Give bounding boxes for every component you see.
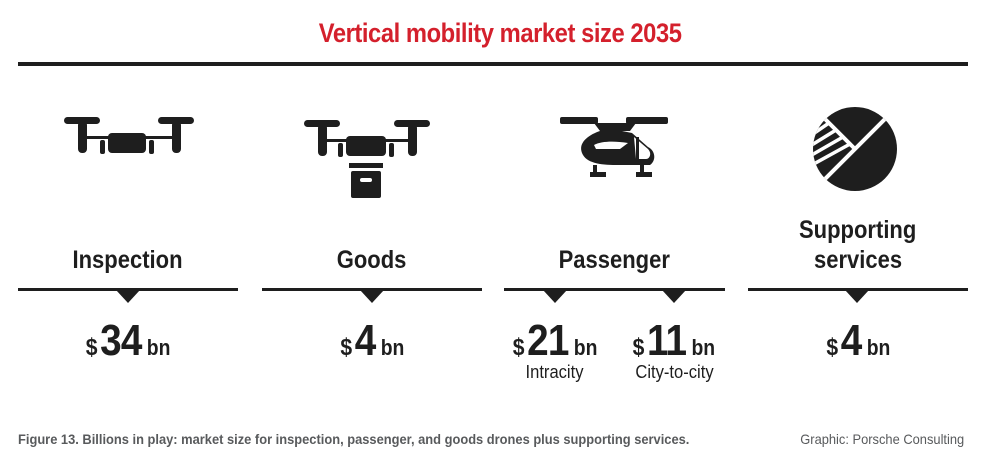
figure-caption-text: Figure 13. Billions in play: market size… [18, 431, 690, 447]
value-amount: 11 [647, 316, 687, 365]
currency-symbol: $ [85, 334, 98, 361]
pointer-triangle [543, 290, 567, 303]
sublabel-text: Intracity [526, 362, 584, 382]
value-inspection: $34 bn [18, 316, 238, 366]
value-passenger-city-to-city: $11 bn [619, 316, 729, 366]
segment-divider-goods [262, 288, 482, 291]
sublabel-text: City-to-city [634, 362, 714, 382]
value-supporting-services: $4 bn [748, 316, 968, 366]
segment-divider-supporting-services [748, 288, 968, 291]
currency-symbol: $ [339, 334, 352, 361]
air-taxi-icon [560, 117, 668, 177]
segment-label-line1: Supporting [799, 216, 917, 244]
currency-symbol: $ [825, 334, 838, 361]
title-divider [18, 62, 968, 66]
page-title-text: Vertical mobility market size 2035 [318, 18, 682, 48]
segment-label-text: Inspection [72, 246, 183, 274]
segment-label-line2: services [813, 246, 903, 274]
page-title: Vertical mobility market size 2035 [0, 18, 1000, 49]
segment-label-inspection: Inspection [18, 245, 238, 275]
graphic-credit: Graphic: Porsche Consulting [786, 431, 964, 447]
value-amount: 21 [527, 316, 569, 365]
value-unit: bn [146, 335, 171, 360]
segment-label-passenger: Passenger [504, 245, 725, 275]
segment-divider-inspection [18, 288, 238, 291]
graphic-credit-text: Graphic: Porsche Consulting [800, 431, 964, 447]
currency-symbol: $ [632, 334, 645, 361]
value-unit: bn [573, 335, 598, 360]
pointer-triangle [360, 290, 384, 303]
segment-divider-passenger [504, 288, 725, 291]
value-unit: bn [691, 335, 716, 360]
value-unit: bn [380, 335, 404, 360]
value-amount: 4 [840, 316, 862, 365]
pie-chart-icon [813, 107, 897, 191]
segment-label-text: Passenger [558, 246, 671, 274]
figure-caption: Figure 13. Billions in play: market size… [18, 431, 748, 447]
pointer-triangle [662, 290, 686, 303]
sublabel-intracity: Intracity [500, 362, 610, 383]
value-unit: bn [866, 335, 890, 360]
pointer-triangle [116, 290, 140, 303]
segment-label-goods: Goods [262, 245, 482, 275]
pointer-triangle [845, 290, 869, 303]
value-amount: 34 [100, 316, 142, 365]
value-amount: 4 [354, 316, 376, 365]
cargo-drone-icon [304, 120, 430, 198]
sublabel-city-to-city: City-to-city [614, 362, 734, 383]
value-goods: $4 bn [262, 316, 482, 366]
value-passenger-intracity: $21 bn [500, 316, 610, 366]
inspection-drone-icon [64, 117, 194, 154]
segment-label-supporting-services: Supporting services [748, 215, 968, 275]
segment-label-text: Goods [337, 246, 407, 274]
currency-symbol: $ [512, 334, 525, 361]
